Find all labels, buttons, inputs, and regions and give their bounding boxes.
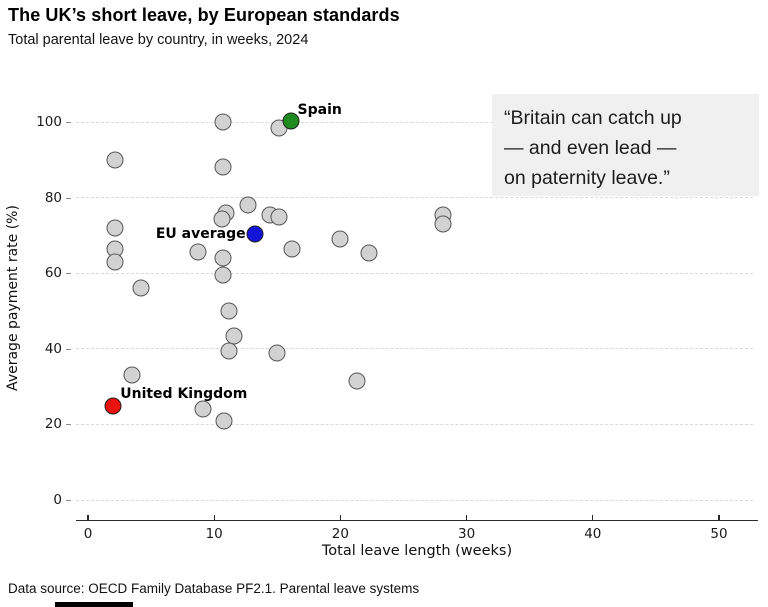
- data-point-spain: [282, 112, 300, 130]
- x-tick-mark: [466, 515, 468, 520]
- point-label-united-kingdom: United Kingdom: [120, 385, 248, 402]
- y-tick-mark: [66, 500, 71, 501]
- x-tick-mark: [592, 515, 594, 520]
- data-point: [434, 215, 452, 233]
- y-tick-label: 0: [53, 492, 62, 508]
- data-point: [220, 302, 238, 320]
- data-point: [214, 113, 232, 131]
- y-tick-mark: [66, 197, 71, 199]
- data-source-note: Data source: OECD Family Database PF2.1.…: [8, 581, 420, 596]
- data-point: [270, 208, 288, 226]
- y-tick-label: 60: [44, 265, 62, 282]
- data-point: [106, 151, 123, 169]
- x-tick-label: 10: [205, 526, 223, 542]
- data-point: [348, 372, 366, 390]
- y-tick-label: 40: [44, 340, 62, 357]
- point-label-spain: Spain: [297, 101, 342, 118]
- gridline-y-0: [76, 499, 753, 501]
- chart-subtitle: Total parental leave by country, in week…: [8, 32, 309, 48]
- page-title: The UK’s short leave, by European standa…: [8, 5, 400, 25]
- data-point: [283, 240, 301, 258]
- data-point: [189, 243, 207, 261]
- y-axis-label: Average payment rate (%): [5, 205, 21, 391]
- data-point: [132, 279, 150, 297]
- data-point: [123, 366, 141, 384]
- data-point: [214, 158, 232, 176]
- data-point: [214, 249, 232, 267]
- gridline-y-60: [76, 272, 753, 274]
- pull-quote-line-1: “Britain can catch up: [504, 107, 682, 129]
- pull-quote-line-2: — and even lead —: [504, 137, 677, 159]
- y-tick-label: 20: [44, 416, 62, 433]
- x-tick-label: 40: [584, 526, 602, 542]
- x-axis-label: Total leave length (weeks): [321, 543, 513, 559]
- x-axis-line: [76, 520, 758, 522]
- data-point: [239, 196, 257, 214]
- y-tick-mark: [66, 424, 71, 426]
- data-point: [214, 266, 232, 284]
- x-tick-label: 0: [83, 526, 93, 542]
- x-tick-label: 30: [458, 526, 476, 542]
- y-tick-mark: [66, 348, 71, 350]
- point-label-eu-average: EU average: [155, 226, 246, 243]
- x-tick-label: 50: [710, 526, 728, 542]
- y-tick-label: 100: [36, 114, 62, 130]
- data-point: [194, 400, 212, 418]
- data-point: [220, 342, 238, 360]
- pull-quote-line-3: on paternity leave.”: [504, 167, 670, 189]
- data-point: [215, 412, 233, 430]
- data-point-united-kingdom: [104, 397, 122, 414]
- y-tick-mark: [66, 273, 71, 275]
- data-point-eu-average: [246, 225, 264, 243]
- gridline-y-40: [76, 348, 753, 350]
- bottom-bar-fragment: [55, 602, 133, 607]
- x-tick-label: 20: [331, 526, 349, 542]
- y-tick-label: 80: [44, 189, 62, 206]
- data-point: [360, 244, 378, 262]
- x-tick-mark: [339, 515, 341, 520]
- data-point: [268, 344, 286, 362]
- data-point: [106, 253, 123, 271]
- data-point: [213, 210, 231, 228]
- data-point: [331, 230, 349, 248]
- x-tick-mark: [87, 515, 89, 520]
- gridline-y-80: [76, 197, 753, 199]
- y-tick-mark: [66, 122, 71, 123]
- data-point: [106, 219, 123, 237]
- x-tick-mark: [213, 515, 215, 520]
- x-tick-mark: [718, 515, 720, 520]
- pull-quote: “Britain can catch up — and even lead — …: [492, 94, 759, 196]
- gridline-y-100: [76, 121, 753, 123]
- gridline-y-20: [76, 423, 753, 425]
